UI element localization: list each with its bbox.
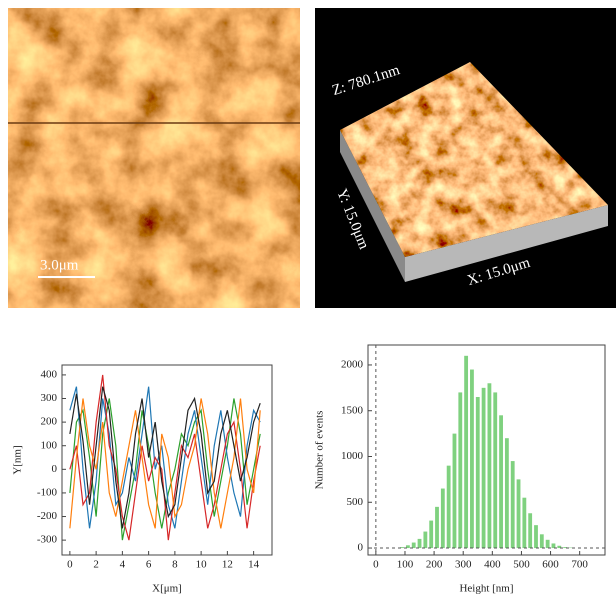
- hist-bar: [528, 513, 532, 548]
- x-tick-label: 400: [484, 559, 501, 571]
- hist-bar: [517, 479, 521, 548]
- y-axis-title: Y[nm]: [12, 445, 24, 474]
- x-tick-label: 0: [67, 559, 73, 571]
- y-tick-label: 1500: [341, 404, 364, 416]
- hist-bar: [482, 388, 486, 548]
- y-tick-label: 0: [52, 463, 58, 475]
- y-axis-title: Number of events: [314, 411, 326, 490]
- x-tick-label: 500: [513, 559, 530, 571]
- hist-bar: [546, 540, 550, 548]
- y-tick-label: -300: [37, 534, 58, 546]
- y-tick-label: 1000: [341, 450, 364, 462]
- hist-bar: [470, 370, 474, 549]
- hist-bar: [499, 415, 503, 548]
- hist-bar: [441, 489, 445, 549]
- hist-bar: [453, 434, 457, 548]
- hist-bar: [476, 397, 480, 548]
- plot-frame: [368, 345, 605, 555]
- x-tick-label: 12: [222, 559, 233, 571]
- hist-bar: [423, 532, 427, 548]
- x-tick-label: 700: [571, 559, 588, 571]
- hist-bar: [552, 543, 556, 548]
- hist-bar: [429, 521, 433, 548]
- hist-bar: [493, 392, 497, 548]
- y-tick-label: 0: [358, 542, 364, 554]
- y-tick-label: 300: [41, 392, 58, 404]
- hist-bar: [464, 356, 468, 548]
- x-tick-label: 14: [248, 559, 260, 571]
- charts: 0 2 4 6 8 10 12 14 -300 -200 -100 0 100 200 300 400 X[μm…: [12, 345, 605, 595]
- y-tick-label: -100: [37, 486, 58, 498]
- x-tick-label: 6: [146, 559, 152, 571]
- scale-bar-label: 3.0μm: [40, 257, 79, 273]
- hist-bar: [511, 461, 515, 548]
- x-axis-title: Height [nm]: [459, 583, 513, 595]
- hist-bar: [447, 466, 451, 548]
- y-tick-label: 200: [41, 416, 58, 428]
- x-tick-label: 0: [373, 559, 379, 571]
- x-tick-label: 10: [196, 559, 208, 571]
- hist-bar: [412, 543, 416, 548]
- x-tick-label: 300: [455, 559, 472, 571]
- hist-bar: [534, 525, 538, 548]
- hist-bar: [488, 383, 492, 548]
- hist-bar: [435, 507, 439, 548]
- y-tick-label: -200: [37, 510, 58, 522]
- x-tick-label: 8: [172, 559, 178, 571]
- x-tick-label: 4: [120, 559, 126, 571]
- hist-bar: [458, 392, 462, 548]
- hist-bar: [505, 438, 509, 548]
- x-axis-title: X[μm]: [152, 583, 182, 595]
- x-tick-label: 200: [426, 559, 443, 571]
- figure: 3.0μm Z: 780.1nm Y: 15.0μm X: 15.0μm 024…: [0, 0, 616, 602]
- hist-bar: [540, 534, 544, 548]
- y-tick-label: 500: [347, 496, 364, 508]
- y-tick-label: 2000: [341, 358, 364, 370]
- y-tick-label: 100: [41, 439, 58, 451]
- x-tick-label: 100: [397, 559, 414, 571]
- x-tick-label: 600: [542, 559, 559, 571]
- y-tick-label: 400: [41, 368, 58, 380]
- hist-bar: [522, 498, 526, 548]
- hist-bar: [418, 539, 422, 548]
- x-tick-label: 2: [93, 559, 99, 571]
